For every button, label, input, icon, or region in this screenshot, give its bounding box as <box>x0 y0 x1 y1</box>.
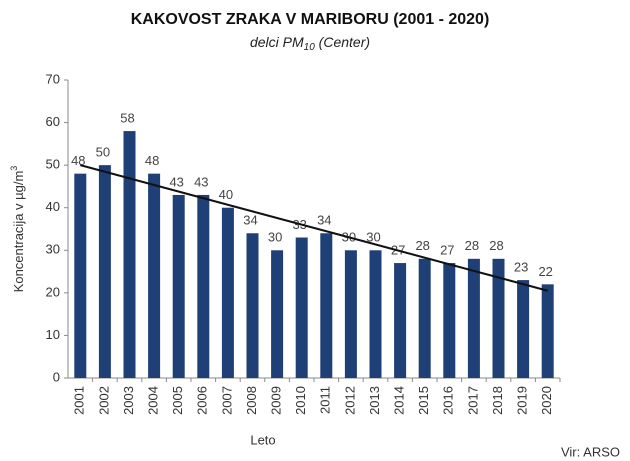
value-label: 23 <box>514 260 528 275</box>
value-label: 22 <box>538 264 552 279</box>
y-tick-label: 20 <box>46 284 60 299</box>
bar <box>172 194 185 378</box>
y-label-superscript: 3 <box>9 166 19 171</box>
x-tick-label: 2015 <box>416 386 431 415</box>
value-label: 30 <box>366 230 380 245</box>
y-tick-label: 70 <box>46 71 60 86</box>
y-tick-label: 40 <box>46 199 60 214</box>
chart-subtitle: delci PM10 (Center) <box>250 34 370 53</box>
subtitle-text: delci PM <box>250 34 304 50</box>
x-tick-label: 2013 <box>367 386 382 415</box>
x-tick-label: 2019 <box>515 386 530 415</box>
bar <box>271 250 284 378</box>
value-label: 43 <box>169 174 183 189</box>
value-label: 50 <box>96 145 110 160</box>
x-tick-label: 2009 <box>269 386 284 415</box>
value-label: 28 <box>415 238 429 253</box>
x-tick-label: 2007 <box>219 386 234 415</box>
bar <box>246 233 259 378</box>
x-tick-label: 2017 <box>465 386 480 415</box>
bar <box>148 173 161 378</box>
value-label: 48 <box>145 153 159 168</box>
x-tick-label: 2008 <box>244 386 259 415</box>
y-axis-label: Koncentracija v µg/m3 <box>9 166 26 293</box>
y-tick-label: 10 <box>46 327 60 342</box>
x-axis-label: Leto <box>250 432 275 447</box>
y-tick-label: 50 <box>46 157 60 172</box>
x-tick-label: 2005 <box>170 386 185 415</box>
x-tick-label: 2004 <box>146 386 161 415</box>
bar <box>221 207 234 378</box>
bar <box>295 237 308 378</box>
bar <box>123 131 136 378</box>
source: Vir: ARSO <box>561 444 620 459</box>
x-tick-label: 2012 <box>342 386 357 415</box>
x-tick-label: 2018 <box>490 386 505 415</box>
bar <box>541 284 554 378</box>
value-label: 40 <box>219 187 233 202</box>
bar <box>344 250 357 378</box>
value-label: 30 <box>268 230 282 245</box>
x-tick-label: 2016 <box>441 386 456 415</box>
x-tick-label: 2003 <box>121 386 136 415</box>
subtitle-tail: (Center) <box>315 34 370 50</box>
trendline <box>80 164 548 292</box>
value-label: 34 <box>317 213 331 228</box>
x-tick-label: 2020 <box>539 386 554 415</box>
value-label: 43 <box>194 174 208 189</box>
x-tick-label: 2011 <box>318 386 333 414</box>
bar <box>369 250 382 378</box>
bar <box>418 258 431 378</box>
value-label: 28 <box>489 238 503 253</box>
x-tick-label: 2006 <box>195 386 210 415</box>
value-label: 58 <box>120 111 134 126</box>
value-label: 27 <box>440 242 454 257</box>
bar <box>467 258 480 378</box>
value-label: 48 <box>71 153 85 168</box>
bar <box>74 173 87 378</box>
y-tick-label: 0 <box>53 369 60 384</box>
value-label: 28 <box>465 238 479 253</box>
bar <box>394 263 407 378</box>
bar <box>443 263 456 378</box>
bar <box>197 194 210 378</box>
y-tick-label: 30 <box>46 242 60 257</box>
bar <box>517 280 530 378</box>
bar <box>492 258 505 378</box>
x-tick-label: 2001 <box>72 386 87 415</box>
y-label-text: Koncentracija v µg/m <box>11 171 26 293</box>
value-label: 34 <box>243 213 257 228</box>
x-tick-label: 2014 <box>392 386 407 415</box>
bar <box>98 165 111 378</box>
x-tick-label: 2010 <box>293 386 308 415</box>
subtitle-subscript: 10 <box>304 42 316 53</box>
chart-title: KAKOVOST ZRAKA V MARIBORU (2001 - 2020) <box>131 11 490 28</box>
x-tick-label: 2002 <box>96 386 111 415</box>
y-tick-label: 60 <box>46 114 60 129</box>
bar <box>320 233 333 378</box>
